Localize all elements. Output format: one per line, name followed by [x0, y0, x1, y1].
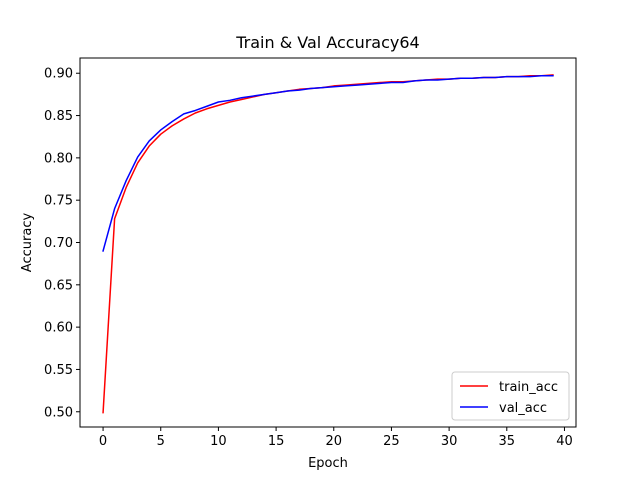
y-tick-label: 0.65	[44, 278, 73, 293]
y-tick-label: 0.60	[44, 321, 73, 336]
y-tick-label: 0.70	[44, 236, 73, 251]
y-axis-label: Accuracy	[20, 213, 35, 273]
x-axis-ticks: 0 5 10 15 20 25 30 35 40	[99, 427, 573, 449]
y-tick-label: 0.50	[44, 405, 73, 420]
y-tick-label: 0.55	[44, 363, 73, 378]
y-tick-label: 0.90	[44, 67, 73, 82]
x-tick-label: 0	[99, 434, 107, 449]
series-line-val-acc	[102, 75, 554, 252]
y-tick-label: 0.85	[44, 109, 73, 124]
legend: train_acc val_acc	[451, 371, 570, 421]
plot-area	[79, 57, 577, 428]
legend-box	[451, 371, 570, 421]
axes-background	[80, 58, 576, 427]
x-tick-label: 10	[210, 434, 227, 449]
chart-title: Train & Val Accuracy64	[235, 33, 419, 52]
legend-label-val-acc: val_acc	[499, 401, 547, 416]
y-axis-ticks: 0.50 0.55 0.60 0.65 0.70 0.75 0.80 0.85 0.90	[44, 67, 80, 420]
x-tick-label: 35	[499, 434, 516, 449]
legend-label-train-acc: train_acc	[499, 380, 558, 395]
x-tick-label: 15	[268, 434, 285, 449]
x-tick-label: 40	[556, 434, 573, 449]
x-tick-label: 30	[441, 434, 458, 449]
x-tick-label: 20	[325, 434, 342, 449]
x-axis-label: Epoch	[308, 456, 348, 471]
y-tick-label: 0.80	[44, 151, 73, 166]
x-tick-label: 25	[383, 434, 400, 449]
y-tick-label: 0.75	[44, 194, 73, 209]
x-tick-label: 5	[157, 434, 165, 449]
series-layer	[102, 74, 554, 414]
